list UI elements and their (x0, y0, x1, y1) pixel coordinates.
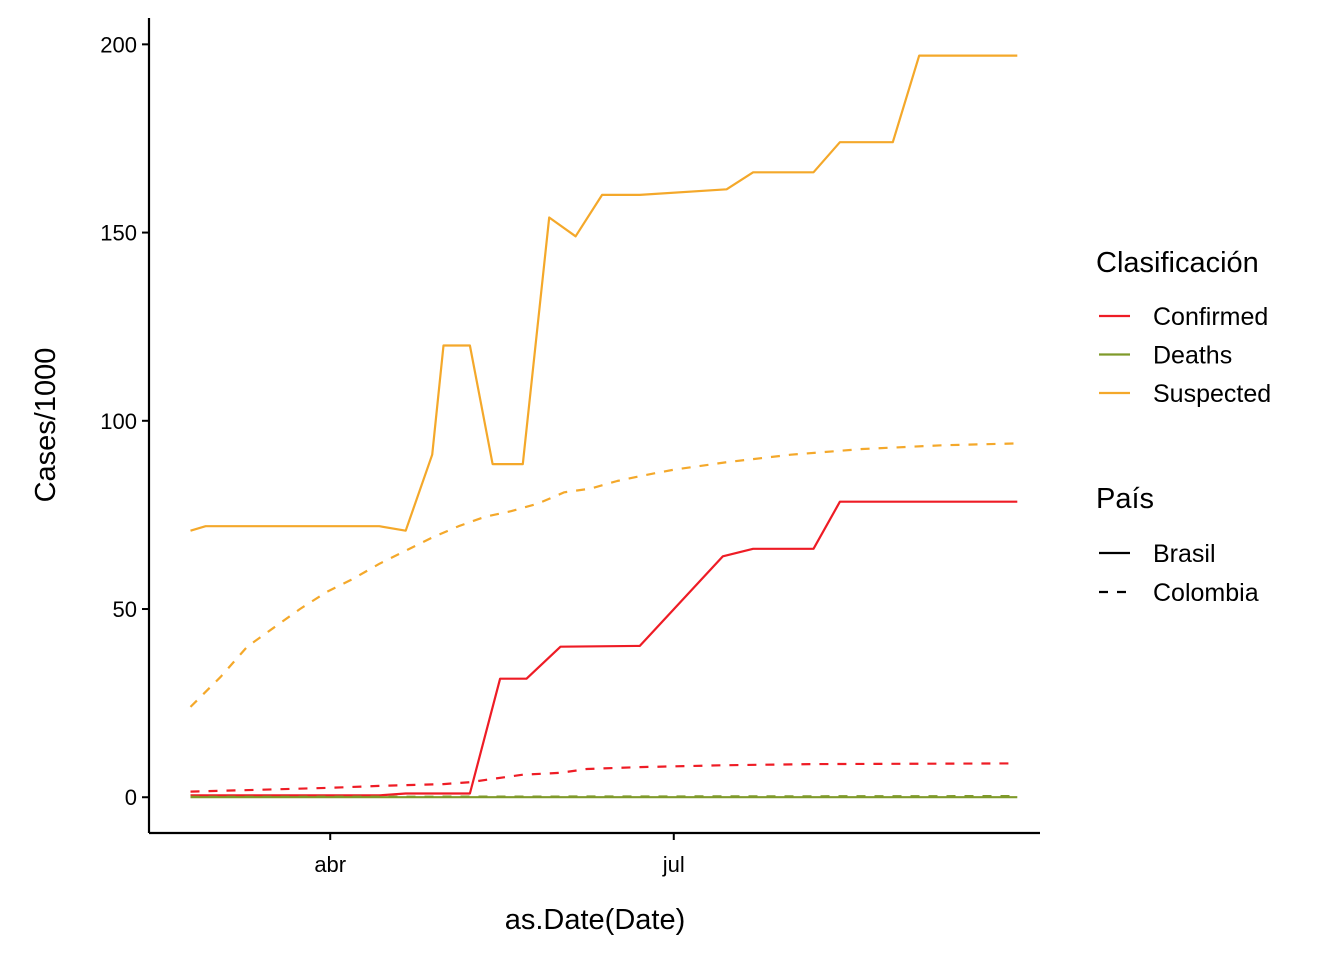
y-tick-label: 0 (125, 785, 137, 810)
x-tick-label: abr (314, 852, 346, 877)
x-axis-title: as.Date(Date) (505, 904, 686, 936)
y-tick-label: 200 (100, 32, 137, 57)
color-legend-title: Clasificación (1096, 247, 1259, 279)
legend: Clasificación Confirmed Deaths Suspected P… (1096, 247, 1271, 607)
series-line-confirmed-brasil (190, 500, 1018, 797)
y-tick-label: 150 (100, 221, 137, 246)
linetype-legend-items: Brasil Colombia (1099, 540, 1259, 607)
y-axis-ticks: 0 50 100 150 200 (100, 32, 149, 810)
series-line-suspected-colombia (189, 442, 1018, 708)
y-tick-label: 100 (100, 409, 137, 434)
legend-label-confirmed: Confirmed (1153, 303, 1268, 331)
linetype-legend-title: País (1096, 483, 1154, 515)
series-line-confirmed-colombia (190, 762, 1018, 793)
legend-label-colombia: Colombia (1153, 579, 1259, 607)
legend-label-suspected: Suspected (1153, 380, 1271, 408)
legend-label-deaths: Deaths (1153, 342, 1232, 370)
x-tick-label: jul (662, 852, 685, 877)
color-legend-items: Confirmed Deaths Suspected (1099, 303, 1271, 408)
x-axis-ticks: abr jul (314, 833, 685, 877)
series-line-deaths-colombia (190, 794, 1018, 799)
legend-label-brasil: Brasil (1153, 540, 1216, 568)
series-layer (189, 54, 1018, 799)
y-axis-title: Cases/1000 (30, 348, 62, 503)
y-tick-label: 50 (113, 597, 137, 622)
series-line-suspected-brasil (190, 54, 1018, 532)
